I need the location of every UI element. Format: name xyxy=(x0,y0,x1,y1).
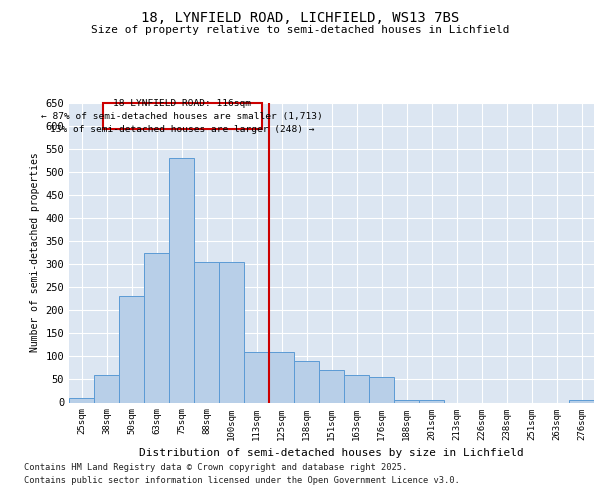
Text: 18 LYNFIELD ROAD: 116sqm
← 87% of semi-detached houses are smaller (1,713)
13% o: 18 LYNFIELD ROAD: 116sqm ← 87% of semi-d… xyxy=(41,98,323,134)
Text: Size of property relative to semi-detached houses in Lichfield: Size of property relative to semi-detach… xyxy=(91,25,509,35)
Bar xyxy=(394,400,419,402)
Bar xyxy=(103,104,262,130)
Bar xyxy=(144,252,169,402)
Bar xyxy=(194,262,219,402)
Text: Contains public sector information licensed under the Open Government Licence v3: Contains public sector information licen… xyxy=(24,476,460,485)
Bar xyxy=(94,375,119,402)
X-axis label: Distribution of semi-detached houses by size in Lichfield: Distribution of semi-detached houses by … xyxy=(139,448,524,458)
Bar xyxy=(344,375,369,402)
Bar xyxy=(569,400,594,402)
Bar xyxy=(244,352,269,403)
Bar xyxy=(69,398,94,402)
Bar xyxy=(119,296,144,403)
Y-axis label: Number of semi-detached properties: Number of semi-detached properties xyxy=(30,152,40,352)
Text: Contains HM Land Registry data © Crown copyright and database right 2025.: Contains HM Land Registry data © Crown c… xyxy=(24,462,407,471)
Bar xyxy=(219,262,244,402)
Bar xyxy=(419,400,444,402)
Bar xyxy=(369,377,394,402)
Text: 18, LYNFIELD ROAD, LICHFIELD, WS13 7BS: 18, LYNFIELD ROAD, LICHFIELD, WS13 7BS xyxy=(141,11,459,25)
Bar xyxy=(294,361,319,403)
Bar xyxy=(169,158,194,402)
Bar xyxy=(269,352,294,403)
Bar xyxy=(319,370,344,402)
